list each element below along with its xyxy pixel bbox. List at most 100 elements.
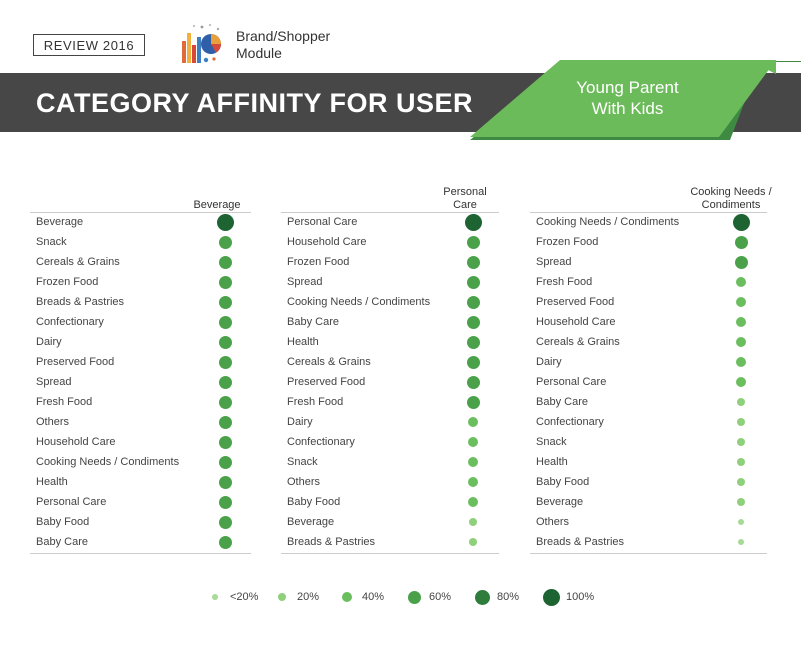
affinity-dot-cell [463, 512, 483, 532]
affinity-dot-cell [463, 452, 483, 472]
category-label: Frozen Food [536, 236, 599, 248]
affinity-row: Fresh Food [530, 272, 767, 292]
affinity-row: Others [530, 512, 767, 532]
legend-dot-box [337, 585, 357, 609]
affinity-dot-cell [731, 352, 751, 372]
legend-dot-box [472, 585, 492, 609]
affinity-dot [468, 497, 478, 507]
review-badge: REVIEW 2016 [33, 34, 145, 56]
affinity-dot-cell [215, 532, 235, 552]
affinity-dot [734, 255, 748, 269]
affinity-row: Household Care [530, 312, 767, 332]
category-label: Preserved Food [536, 296, 615, 308]
legend-dot-box [272, 585, 292, 609]
affinity-dot [736, 317, 746, 327]
affinity-dot [464, 213, 482, 231]
category-label: Spread [36, 376, 72, 388]
category-label: Spread [287, 276, 323, 288]
affinity-dot [736, 297, 746, 307]
affinity-dot [466, 375, 480, 389]
category-label: Fresh Food [36, 396, 93, 408]
affinity-dot-cell [463, 492, 483, 512]
affinity-dot [736, 337, 746, 347]
affinity-dot [466, 315, 480, 329]
affinity-row: Cereals & Grains [530, 332, 767, 352]
affinity-dot [218, 375, 232, 389]
affinity-dot [218, 235, 232, 249]
affinity-dot-cell [731, 492, 751, 512]
category-label: Snack [36, 236, 67, 248]
affinity-dot [216, 213, 234, 231]
category-label: Personal Care [536, 376, 607, 388]
affinity-dot-cell [215, 472, 235, 492]
affinity-dot-cell [215, 252, 235, 272]
legend-label: 20% [297, 591, 320, 603]
category-label: Cereals & Grains [536, 336, 620, 348]
affinity-dot-cell [731, 512, 751, 532]
category-label: Cooking Needs / Condiments [536, 216, 680, 228]
affinity-dot-cell [215, 392, 235, 412]
affinity-dot-cell [463, 532, 483, 552]
affinity-row: Cooking Needs / Condiments [530, 212, 767, 232]
affinity-dot [466, 255, 480, 269]
panel-top-rule [530, 212, 767, 213]
affinity-row: Cooking Needs / Condiments [30, 452, 251, 472]
affinity-dot-cell [463, 392, 483, 412]
affinity-dot [468, 457, 478, 467]
panel-header-line2: Condiments [701, 198, 761, 211]
affinity-dot-cell [463, 332, 483, 352]
affinity-dot [218, 415, 232, 429]
affinity-row: Household Care [281, 232, 499, 252]
legend-dot [342, 592, 352, 602]
category-label: Baby Care [36, 536, 88, 548]
user-segment-label: Young Parent With Kids [540, 77, 715, 119]
affinity-dot-cell [215, 412, 235, 432]
affinity-row: Personal Care [30, 492, 251, 512]
affinity-dot-cell [215, 452, 235, 472]
panel-header-line2: Care [453, 198, 477, 211]
category-label: Others [287, 476, 321, 488]
affinity-row: Snack [530, 432, 767, 452]
affinity-dot [737, 438, 745, 446]
affinity-dot [218, 475, 232, 489]
affinity-row: Dairy [281, 412, 499, 432]
category-label: Fresh Food [287, 396, 344, 408]
affinity-dot-cell [731, 292, 751, 312]
affinity-row: Breads & Pastries [30, 292, 251, 312]
category-label: Confectionary [36, 316, 104, 328]
affinity-row: Snack [30, 232, 251, 252]
category-label: Beverage [36, 216, 84, 228]
affinity-dot [218, 515, 232, 529]
affinity-dot [218, 495, 232, 509]
category-label: Preserved Food [287, 376, 366, 388]
page-title: CATEGORY AFFINITY FOR USER [36, 88, 474, 118]
category-label: Baby Food [287, 496, 341, 508]
affinity-dot-cell [215, 432, 235, 452]
affinity-dot [738, 539, 744, 545]
category-label: Breads & Pastries [287, 536, 376, 548]
affinity-dot-cell [463, 272, 483, 292]
affinity-row: Frozen Food [30, 272, 251, 292]
affinity-row: Spread [281, 272, 499, 292]
affinity-dot-cell [463, 352, 483, 372]
affinity-dot-cell [731, 532, 751, 552]
affinity-row: Beverage [530, 492, 767, 512]
affinity-row: Others [30, 412, 251, 432]
category-label: Fresh Food [536, 276, 593, 288]
affinity-dot [218, 335, 232, 349]
segment-label-line2: With Kids [591, 99, 664, 118]
affinity-dot-cell [731, 212, 751, 232]
affinity-dot [218, 535, 232, 549]
affinity-row: Personal Care [530, 372, 767, 392]
affinity-row: Confectionary [530, 412, 767, 432]
affinity-dot-cell [215, 272, 235, 292]
affinity-dot [218, 255, 232, 269]
affinity-row: Baby Care [281, 312, 499, 332]
affinity-row: Baby Food [30, 512, 251, 532]
category-label: Personal Care [287, 216, 358, 228]
affinity-dot-cell [463, 252, 483, 272]
affinity-dot-cell [731, 232, 751, 252]
affinity-row: Baby Care [530, 392, 767, 412]
affinity-dot [738, 519, 744, 525]
category-label: Confectionary [536, 416, 604, 428]
